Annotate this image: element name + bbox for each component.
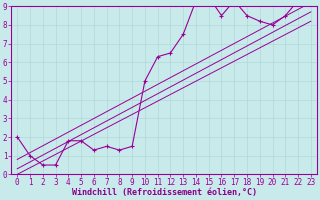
X-axis label: Windchill (Refroidissement éolien,°C): Windchill (Refroidissement éolien,°C) (72, 188, 257, 197)
